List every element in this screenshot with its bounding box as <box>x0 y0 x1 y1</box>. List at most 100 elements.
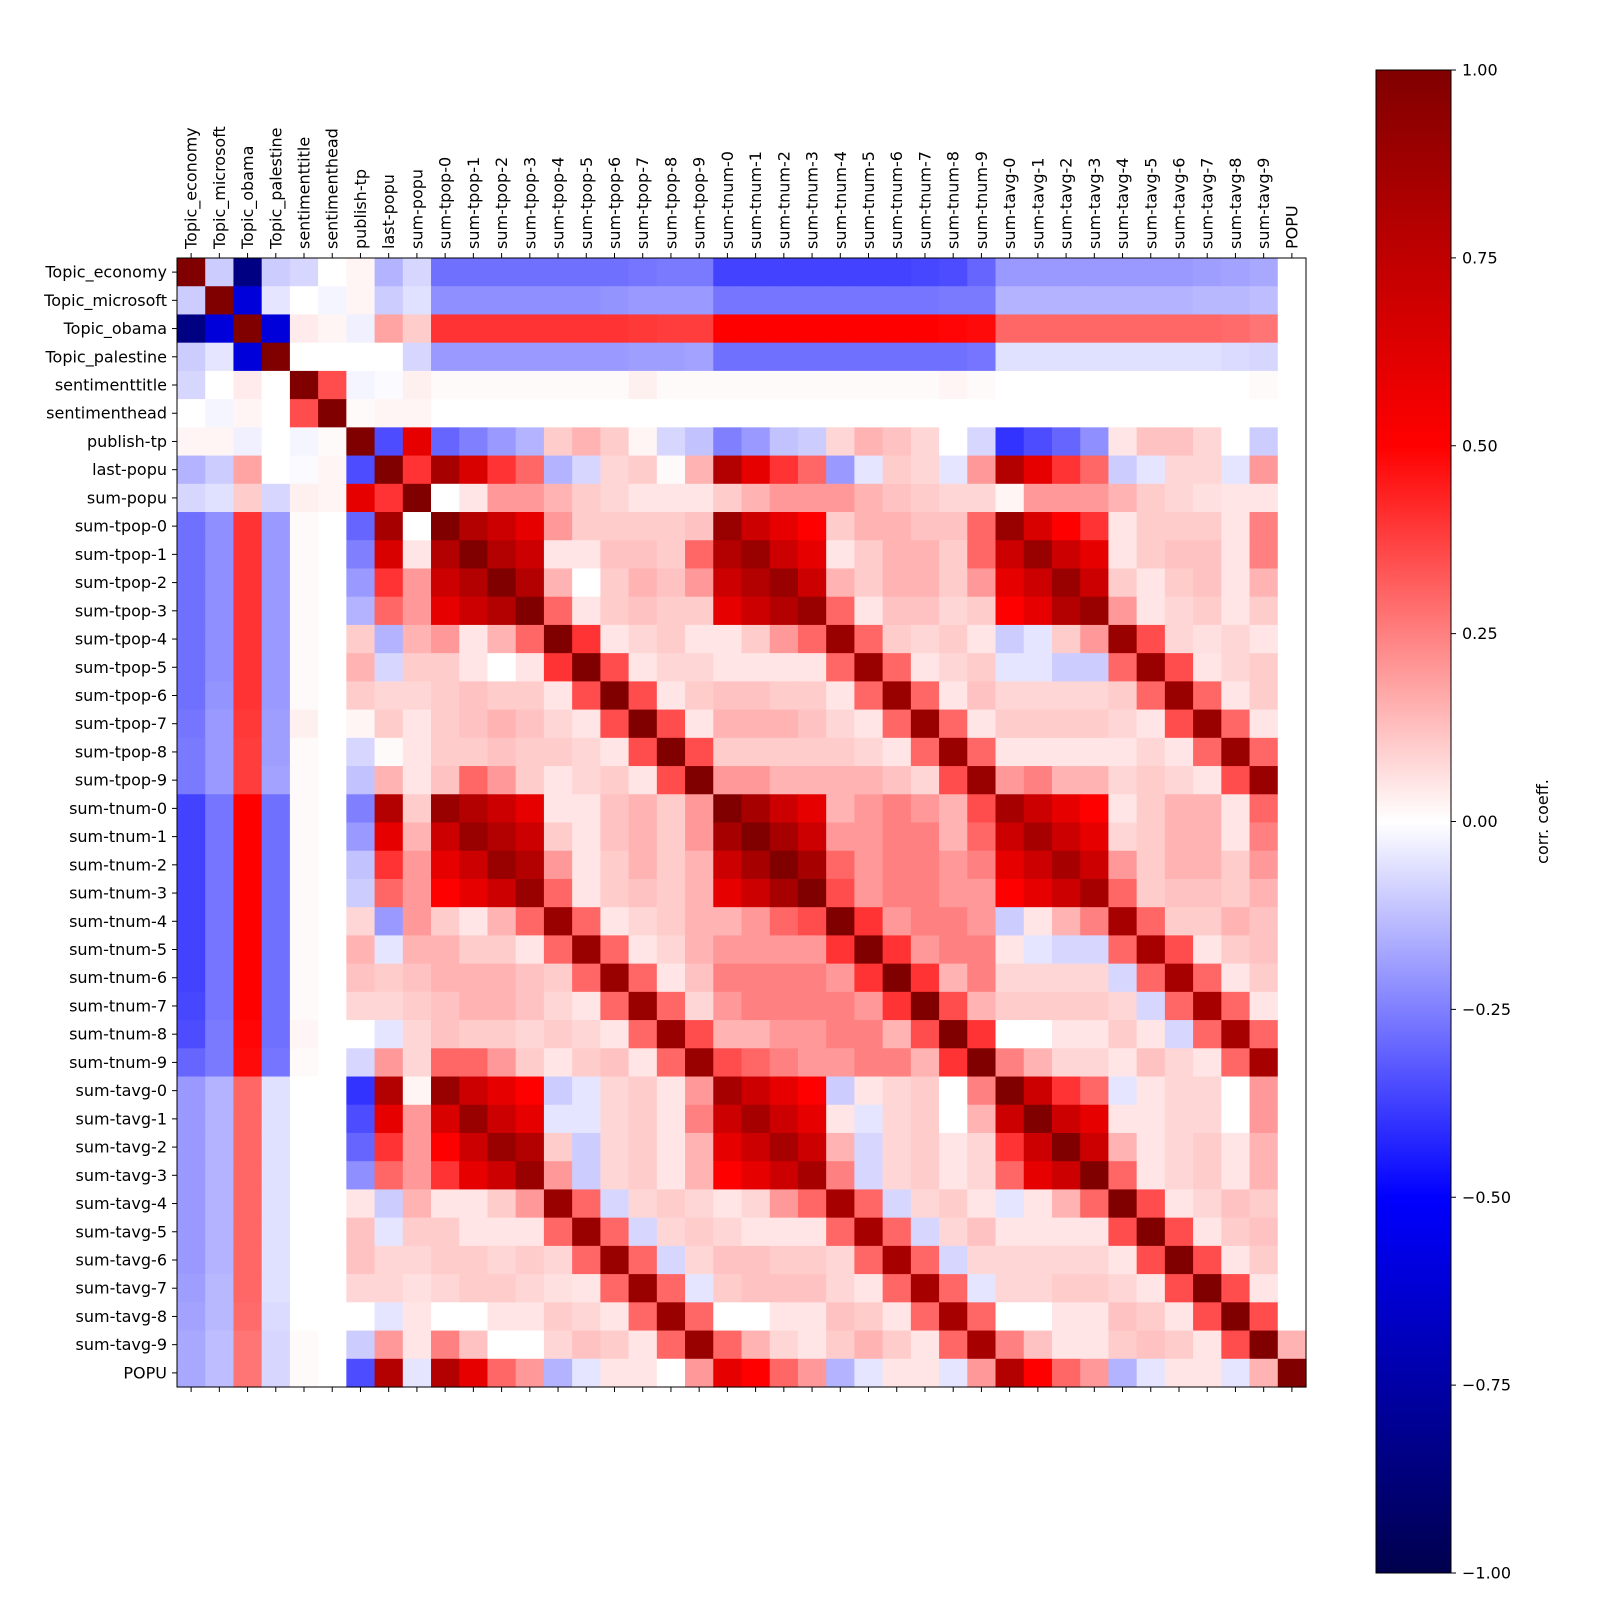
heatmap-cell <box>1164 1302 1194 1332</box>
y-tick-label: sum-tavg-3 <box>76 1166 168 1185</box>
heatmap-cell <box>402 1245 432 1275</box>
heatmap-cell <box>882 907 912 937</box>
heatmap-cell <box>600 314 630 344</box>
heatmap-cell <box>826 1245 856 1275</box>
heatmap-cell <box>685 850 714 880</box>
heatmap-cell <box>543 991 573 1021</box>
heatmap-cell <box>1277 1189 1307 1219</box>
heatmap-cell <box>1221 1330 1251 1360</box>
heatmap-cell <box>854 1358 884 1388</box>
heatmap-cell <box>656 1245 686 1275</box>
heatmap-cell <box>854 342 884 372</box>
heatmap-cell <box>543 878 573 908</box>
heatmap-cell <box>685 709 714 739</box>
heatmap-cell <box>685 935 714 965</box>
heatmap-cell <box>572 963 601 993</box>
heatmap-cell <box>854 399 884 428</box>
heatmap-cell <box>572 1076 601 1106</box>
heatmap-cell <box>459 568 489 598</box>
heatmap-cell <box>854 1330 884 1360</box>
heatmap-cell <box>205 568 235 598</box>
heatmap-cell <box>995 1274 1025 1303</box>
heatmap-cell <box>402 822 432 852</box>
heatmap-cell <box>1193 314 1222 344</box>
heatmap-cell <box>967 878 997 908</box>
heatmap-cell <box>939 794 968 824</box>
heatmap-cell <box>233 963 263 993</box>
heatmap-cell <box>346 1274 376 1303</box>
heatmap-cell <box>515 737 545 767</box>
heatmap-cell <box>1023 314 1053 344</box>
heatmap-cell <box>854 314 884 344</box>
heatmap-cell <box>318 935 347 965</box>
heatmap-cell <box>318 1330 347 1360</box>
heatmap-cell <box>910 286 940 316</box>
heatmap-cell <box>628 737 658 767</box>
heatmap-cell <box>882 342 912 372</box>
heatmap-cell <box>1023 1245 1053 1275</box>
heatmap-cell <box>1136 624 1166 654</box>
heatmap-cell <box>515 878 545 908</box>
heatmap-cell <box>1080 1330 1110 1360</box>
heatmap-cell <box>1080 342 1110 372</box>
heatmap-cell <box>995 1358 1025 1388</box>
heatmap-cell <box>515 1048 545 1078</box>
heatmap-cell <box>374 370 404 400</box>
heatmap-cell <box>882 1104 912 1134</box>
heatmap-cell <box>572 1274 601 1303</box>
heatmap-cell <box>205 822 235 852</box>
heatmap-cell <box>1108 794 1138 824</box>
heatmap-cell <box>1108 596 1138 626</box>
heatmap-cell <box>713 1302 743 1332</box>
heatmap-cell <box>572 427 601 457</box>
heatmap-cell <box>402 709 432 739</box>
heatmap-cell <box>205 512 235 541</box>
heatmap-cell <box>1023 878 1053 908</box>
heatmap-cell <box>1249 483 1279 513</box>
heatmap-cell <box>628 427 658 457</box>
colorbar-tick-label: −0.25 <box>1462 1000 1511 1019</box>
heatmap-cell <box>289 483 319 513</box>
heatmap-cell <box>1080 1076 1110 1106</box>
heatmap-cell <box>882 314 912 344</box>
heatmap-cell <box>1193 794 1222 824</box>
heatmap-cell <box>261 1161 291 1191</box>
heatmap-cell <box>402 286 432 316</box>
heatmap-cell <box>572 1358 601 1388</box>
heatmap-cell <box>1136 483 1166 513</box>
heatmap-cell <box>318 1161 347 1191</box>
heatmap-cell <box>769 455 799 485</box>
heatmap-cell <box>1221 709 1251 739</box>
heatmap-cell <box>318 1274 347 1303</box>
heatmap-cell <box>995 1048 1025 1078</box>
heatmap-cell <box>628 624 658 654</box>
heatmap-cell <box>1164 850 1194 880</box>
heatmap-cell <box>1277 427 1307 457</box>
heatmap-cell <box>656 370 686 400</box>
heatmap-cell <box>600 1132 630 1162</box>
heatmap-cell <box>318 455 347 485</box>
heatmap-cell <box>431 766 460 795</box>
heatmap-cell <box>1249 907 1279 937</box>
heatmap-cell <box>1193 1076 1222 1106</box>
heatmap-cell <box>1249 399 1279 428</box>
heatmap-cell <box>572 907 601 937</box>
heatmap-cell <box>967 1132 997 1162</box>
heatmap-cell <box>572 596 601 626</box>
heatmap-cell <box>1221 455 1251 485</box>
heatmap-cell <box>1080 258 1110 287</box>
heatmap-cell <box>177 653 206 682</box>
heatmap-cell <box>402 568 432 598</box>
heatmap-cell <box>1193 1217 1222 1247</box>
heatmap-cell <box>628 935 658 965</box>
heatmap-cell <box>177 1020 206 1049</box>
heatmap-cell <box>967 907 997 937</box>
heatmap-cell <box>826 286 856 316</box>
heatmap-cell <box>600 370 630 400</box>
heatmap-cell <box>402 1104 432 1134</box>
heatmap-cell <box>967 314 997 344</box>
heatmap-cell <box>487 596 517 626</box>
heatmap-cell <box>1108 1048 1138 1078</box>
heatmap-cell <box>177 1189 206 1219</box>
